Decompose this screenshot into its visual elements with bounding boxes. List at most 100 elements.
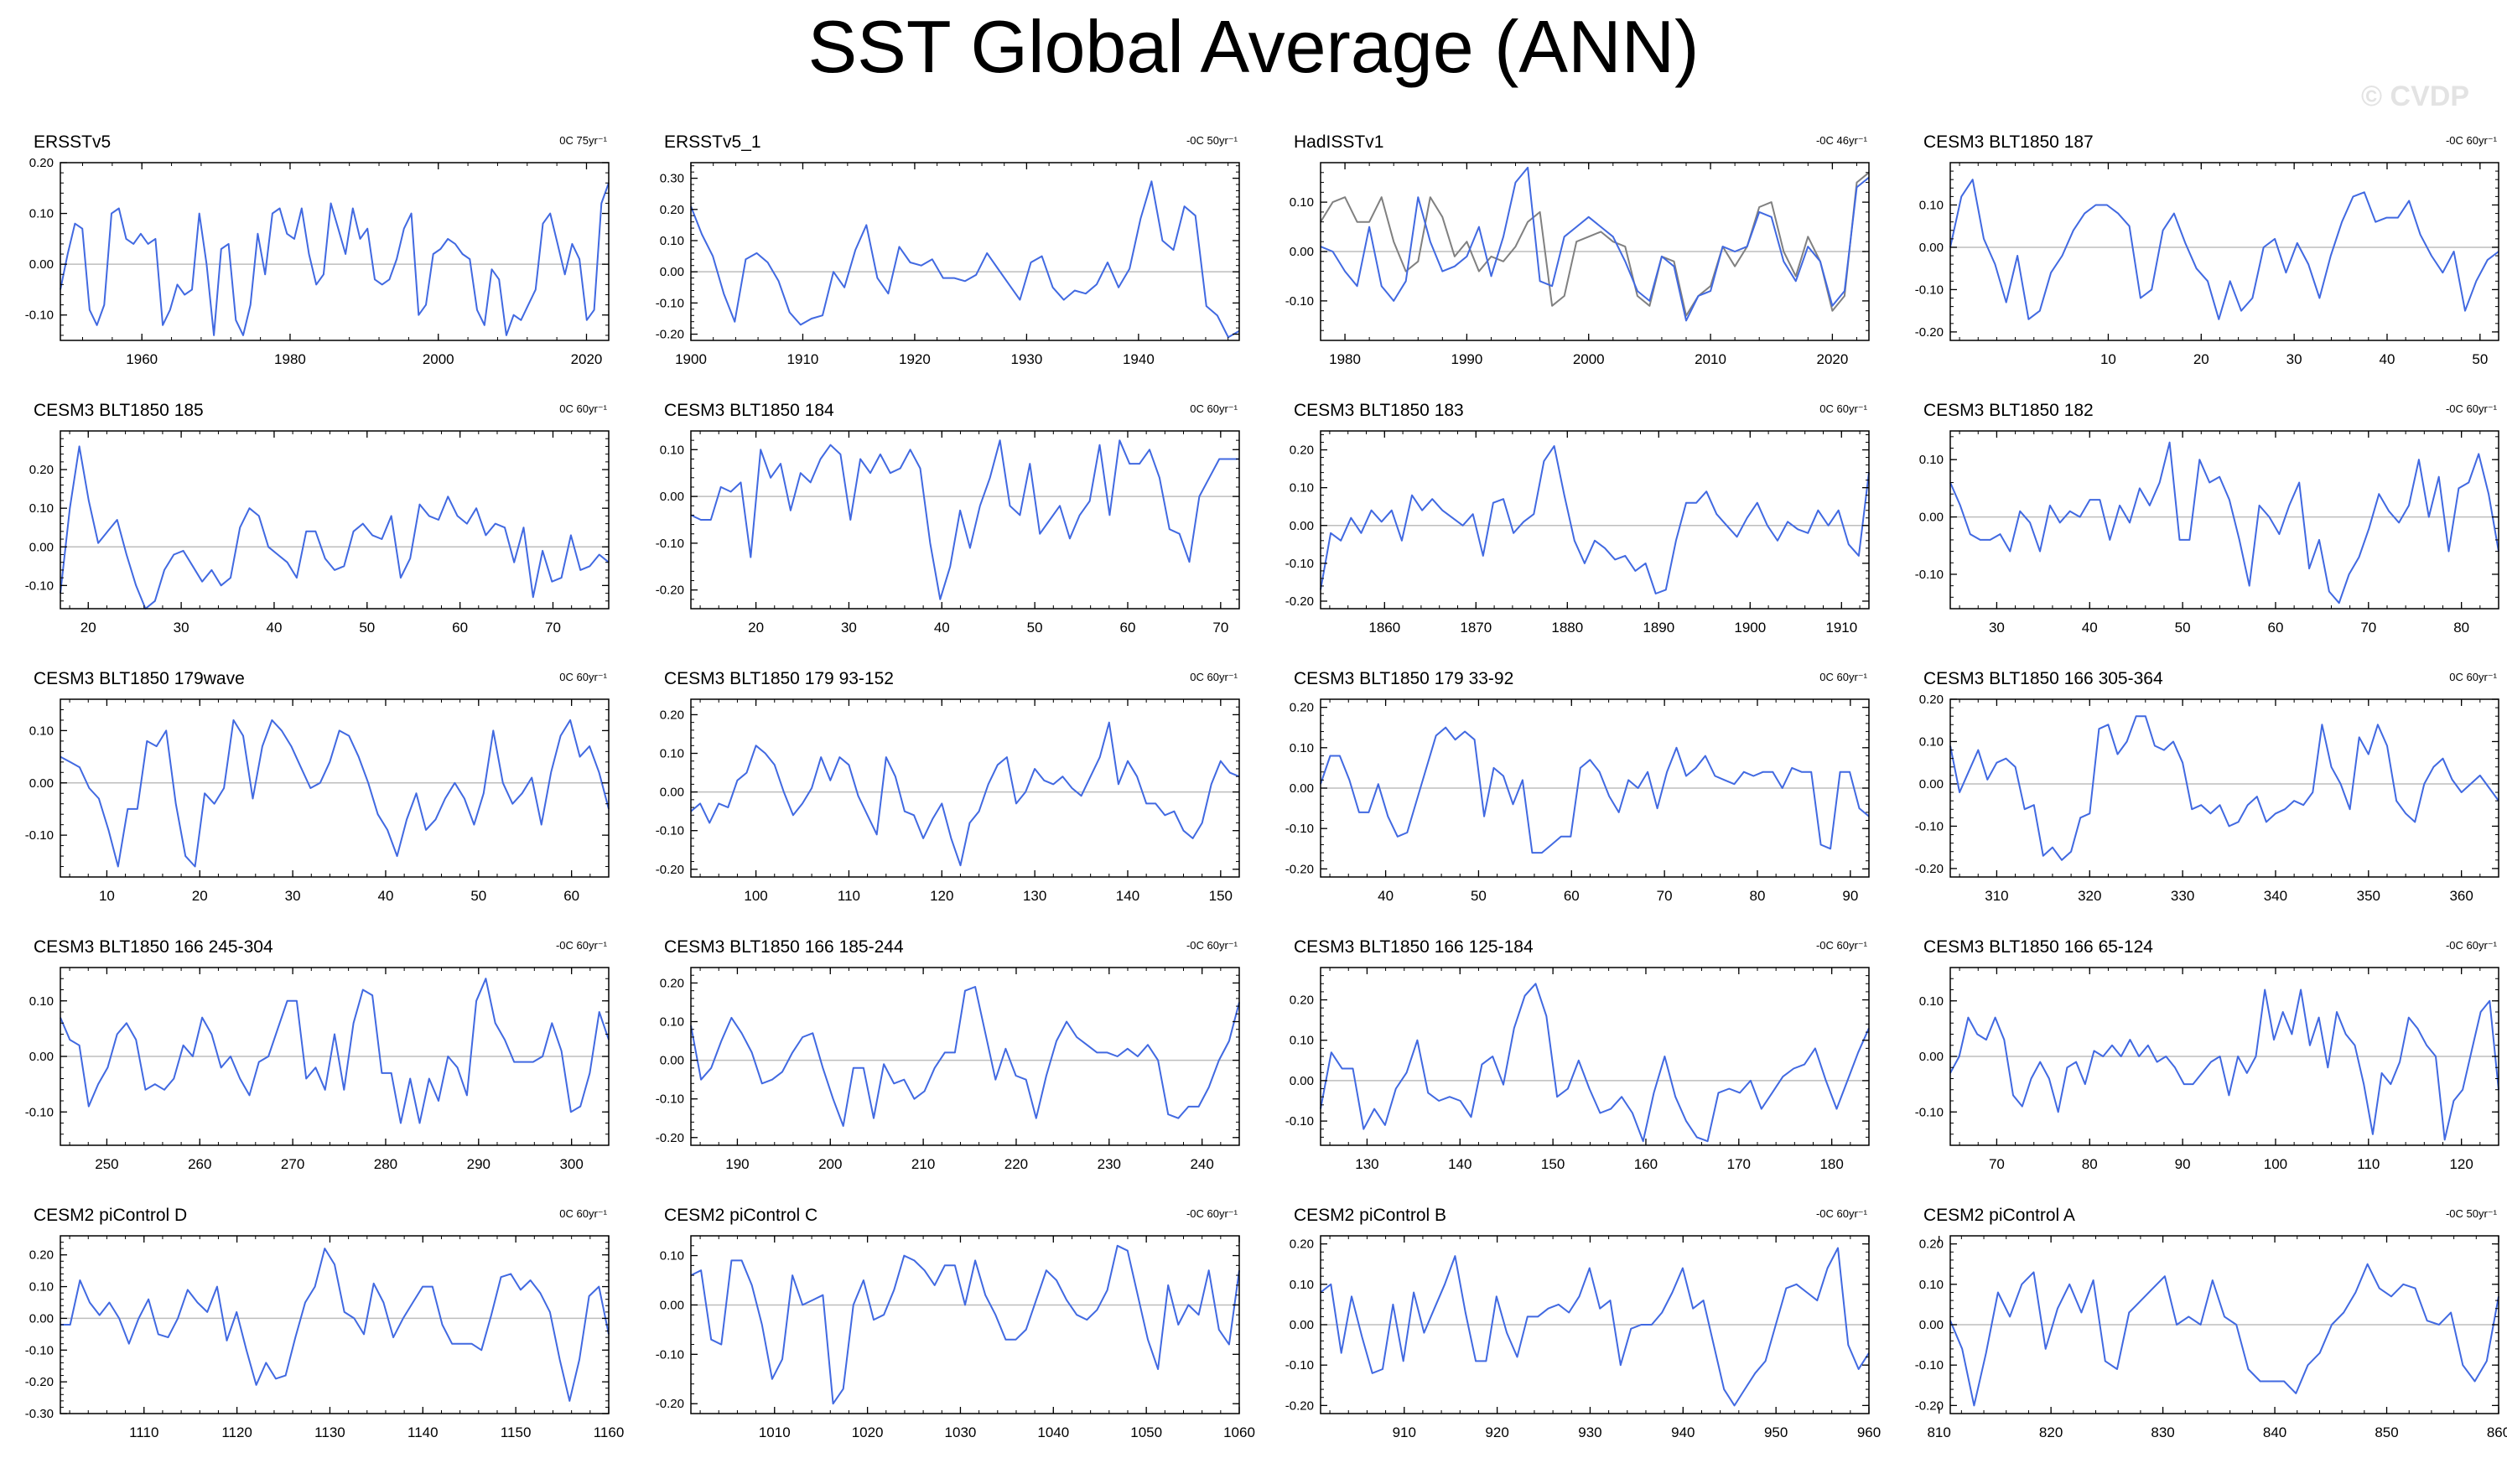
y-tick-label: 0.20 [29, 1248, 54, 1263]
panel-trend-label: -0C 60yr⁻¹ [1815, 939, 1867, 952]
y-tick-label: -0.20 [25, 1375, 54, 1389]
x-tick-label: 2010 [1695, 351, 1726, 367]
x-tick-label: 50 [359, 620, 375, 636]
x-tick-label: 1890 [1643, 620, 1674, 636]
series-line-cesm3-blt1850-179-93-152 [690, 721, 1240, 867]
y-tick-label: 0.20 [660, 203, 684, 217]
y-tick-label: -0.30 [25, 1407, 54, 1421]
x-tick-label: 40 [378, 888, 394, 904]
y-tick-label: 0.20 [1919, 1238, 1944, 1252]
x-tick-label: 70 [1212, 620, 1228, 636]
y-tick-label: -0.10 [1915, 568, 1944, 582]
y-tick-label: 0.00 [29, 776, 54, 791]
x-tick-label: 100 [744, 888, 767, 904]
x-tick-label: 1910 [1825, 620, 1857, 636]
panel-trend-label: 0C 60yr⁻¹ [1819, 402, 1867, 415]
plot-frame [690, 430, 1240, 610]
y-tick-label: 0.10 [1290, 1034, 1314, 1048]
x-tick-label: 250 [95, 1156, 118, 1172]
y-tick-label: 0.20 [1290, 701, 1314, 715]
line-chart: -0.20 -0.10 0.00 0.10 0.20 810 820 830 840 850 860 [1915, 1235, 2507, 1440]
y-tick-label: 0.10 [660, 747, 684, 761]
panel-title: ERSSTv5_1 [664, 132, 761, 152]
y-tick-label: -0.20 [656, 584, 684, 598]
x-tick-label: 70 [1657, 888, 1673, 904]
y-tick-label: 0.00 [29, 540, 54, 554]
series-line-cesm2-picontrol-a [1949, 1263, 2499, 1407]
y-tick-label: -0.10 [1285, 1358, 1314, 1372]
x-tick-label: 220 [1004, 1156, 1028, 1172]
x-tick-label: 350 [2357, 888, 2380, 904]
x-tick-label: 20 [2193, 351, 2209, 367]
y-tick-label: 0.00 [1290, 1318, 1314, 1332]
plot-frame [60, 1235, 610, 1414]
x-tick-label: 10 [2100, 351, 2116, 367]
series-line-cesm3-blt1850-182 [1949, 441, 2499, 604]
line-chart: -0.10 0.00 0.10 250 260 270 280 290 300 [25, 967, 610, 1172]
x-tick-label: 10 [99, 888, 115, 904]
y-tick-label: 0.00 [29, 1311, 54, 1326]
x-tick-label: 290 [467, 1156, 490, 1172]
x-tick-label: 200 [818, 1156, 842, 1172]
y-tick-label: 0.10 [1290, 1278, 1314, 1292]
x-tick-label: 1140 [407, 1424, 439, 1440]
x-tick-label: 130 [1355, 1156, 1378, 1172]
panel-title: CESM2 piControl D [34, 1206, 188, 1225]
y-tick-label: -0.20 [656, 328, 684, 342]
x-tick-label: 320 [2078, 888, 2101, 904]
panel-title: CESM2 piControl B [1294, 1206, 1447, 1225]
y-tick-label: -0.10 [656, 537, 684, 551]
x-tick-label: 210 [911, 1156, 935, 1172]
x-tick-label: 1030 [945, 1424, 977, 1440]
y-tick-label: -0.20 [656, 1397, 684, 1411]
y-tick-label: -0.10 [1915, 1358, 1944, 1372]
series-line-cesm3-blt1850-166-305-364 [1949, 715, 2499, 861]
panel-trend-label: 0C 60yr⁻¹ [2449, 671, 2497, 683]
x-tick-label: 1900 [1734, 620, 1766, 636]
x-tick-label: 310 [1985, 888, 2008, 904]
y-tick-label: 0.20 [1919, 693, 1944, 707]
y-tick-label: 0.20 [660, 976, 684, 990]
x-tick-label: 1860 [1368, 620, 1400, 636]
x-tick-label: 830 [2151, 1424, 2174, 1440]
line-chart: -0.30 -0.20 -0.10 0.00 0.10 0.20 1110 1120 1130 1… [25, 1235, 624, 1440]
y-tick-label: 0.10 [1290, 195, 1314, 210]
panel-trend-label: -0C 60yr⁻¹ [2445, 939, 2497, 952]
panel-title: CESM3 BLT1850 185 [34, 401, 204, 420]
panel-trend-label: -0C 50yr⁻¹ [2445, 1207, 2497, 1220]
panel-trend-label: 0C 60yr⁻¹ [559, 671, 607, 683]
y-tick-label: -0.20 [1285, 862, 1314, 876]
x-tick-label: 150 [1541, 1156, 1565, 1172]
x-tick-label: 1110 [129, 1424, 158, 1440]
x-tick-label: 30 [1989, 620, 2005, 636]
y-tick-label: 0.20 [1290, 444, 1314, 458]
chart-panel: ERSSTv5_1 -0C 50yr⁻¹ -0.20 -0.10 0.00 0.10 0.2… [631, 132, 1248, 386]
x-tick-label: 1940 [1123, 351, 1155, 367]
x-tick-label: 30 [285, 888, 301, 904]
series-line-cesm2-picontrol-d [60, 1248, 610, 1402]
chart-panel: CESM3 BLT1850 166 125-184 -0C 60yr⁻¹ -0.10… [1260, 937, 1877, 1191]
panel-trend-label: -0C 50yr⁻¹ [1186, 134, 1238, 147]
panel-title: CESM3 BLT1850 166 65-124 [1923, 937, 2153, 957]
chart-panel: CESM3 BLT1850 179wave 0C 60yr⁻¹ -0.10 0.00 0… [0, 669, 617, 922]
x-tick-label: 50 [470, 888, 486, 904]
x-tick-label: 280 [374, 1156, 397, 1172]
panel-title: CESM3 BLT1850 166 305-364 [1923, 669, 2163, 688]
plot-frame [1949, 162, 2499, 341]
y-tick-label: -0.10 [25, 579, 54, 593]
x-tick-label: 1160 [594, 1424, 625, 1440]
y-tick-label: 0.00 [660, 1298, 684, 1312]
y-tick-label: 0.00 [660, 265, 684, 279]
x-tick-label: 60 [563, 888, 579, 904]
y-tick-label: 0.00 [1290, 1074, 1314, 1088]
y-tick-label: 0.10 [29, 994, 54, 1009]
plot-frame [1949, 430, 2499, 610]
y-tick-label: 0.20 [1290, 1238, 1314, 1252]
x-tick-label: 2020 [1816, 351, 1848, 367]
y-tick-label: -0.10 [1285, 1114, 1314, 1129]
x-tick-label: 1980 [1329, 351, 1361, 367]
x-tick-label: 1980 [274, 351, 306, 367]
y-tick-label: -0.10 [1915, 1105, 1944, 1119]
panel-title: CESM3 BLT1850 166 185-244 [664, 937, 904, 957]
chart-panel: CESM3 BLT1850 166 65-124 -0C 60yr⁻¹ -0.10 0… [1890, 937, 2507, 1191]
